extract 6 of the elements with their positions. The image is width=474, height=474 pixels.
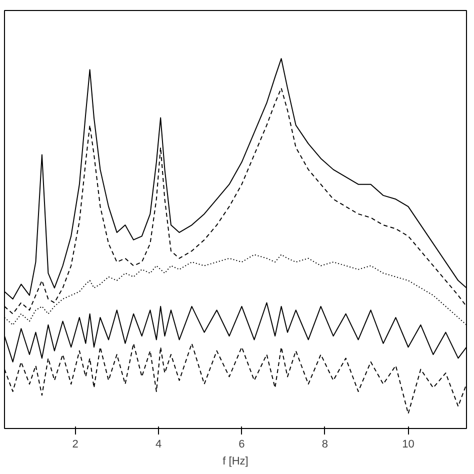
x-tick-label: 10 bbox=[402, 438, 414, 450]
x-tick-label: 6 bbox=[238, 438, 245, 450]
x-tick-label: 2 bbox=[72, 438, 78, 450]
x-tick-label: 8 bbox=[322, 438, 328, 450]
x-tick-label: 4 bbox=[155, 438, 162, 450]
x-axis-title: f [Hz] bbox=[222, 456, 248, 468]
